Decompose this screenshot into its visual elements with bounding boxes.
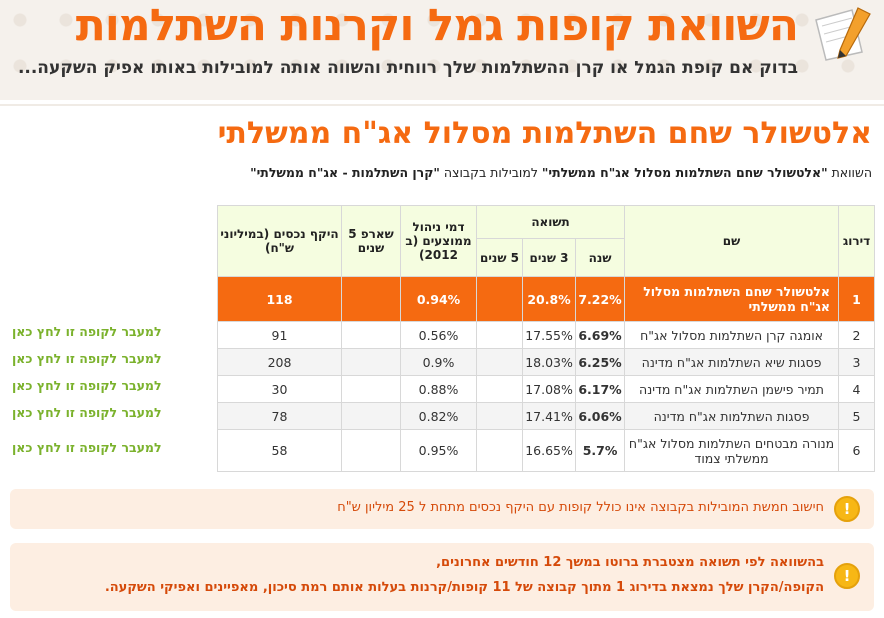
- sharpe-cell: [341, 348, 401, 376]
- fund-name-cell: פסגות השתלמות אג"ח מדינה: [624, 402, 840, 430]
- rank-cell: 5: [838, 402, 876, 430]
- header-name: שם: [624, 205, 840, 277]
- fees-cell: 0.95%: [400, 429, 477, 472]
- fund-name-cell: אלטשולר שחם השתלמות מסלול אג"ח ממשלתי: [624, 276, 840, 322]
- sharpe-cell: [341, 429, 401, 472]
- year-return-cell: 7.22%: [575, 276, 626, 322]
- header-year: שנה: [575, 238, 626, 277]
- assets-cell: 30: [217, 375, 342, 403]
- sharpe-cell: [341, 402, 401, 430]
- page-subtitle: בדוק אם קופת הגמל או קרן ההשתלמות שלך רו…: [17, 58, 798, 78]
- notice-box-asset-threshold: ! חישוב חמשת המובילות בקבוצה אינו כולל ק…: [10, 489, 874, 529]
- sharpe-cell: [341, 375, 401, 403]
- assets-cell: 91: [217, 321, 342, 349]
- three-year-return-cell: 18.03%: [522, 348, 577, 376]
- five-year-return-cell: [475, 276, 524, 322]
- year-return-cell: 6.06%: [575, 402, 626, 430]
- assets-cell: 118: [217, 276, 342, 322]
- table-row: 4 תמיר פישמן השתלמות אג"ח מדינה 6.17% 17…: [217, 375, 876, 403]
- notebook-pencil-icon: [815, 7, 871, 61]
- fund-name-cell: תמיר פישמן השתלמות אג"ח מדינה: [624, 375, 840, 403]
- fees-cell: 0.88%: [400, 375, 477, 403]
- rank-cell: 1: [838, 276, 876, 322]
- fees-cell: 0.82%: [400, 402, 477, 430]
- fees-cell: 0.56%: [400, 321, 477, 349]
- three-year-return-cell: 17.55%: [522, 321, 577, 349]
- fund-link-6[interactable]: למעבר לקופה זו לחץ כאן: [12, 440, 162, 455]
- notice-line-1: בהשוואה לפי תשואה מצטברת ברוטו במשך 12 ח…: [436, 555, 824, 570]
- fund-link-4[interactable]: למעבר לקופה זו לחץ כאן: [12, 378, 162, 393]
- compare-middle: למובילות בקבוצה: [439, 165, 542, 180]
- five-year-return-cell: [475, 429, 524, 472]
- assets-cell: 78: [217, 402, 342, 430]
- year-return-cell: 5.7%: [575, 429, 626, 472]
- header-divider: [0, 104, 884, 106]
- comparison-table: דירוג שם תשואה דמי ניהול ממוצעים (ב 2012…: [217, 205, 876, 472]
- fund-title: אלטשולר שחם השתלמות מסלול אג"ח ממשלתי: [217, 116, 872, 151]
- five-year-return-cell: [475, 348, 524, 376]
- header-5-years: 5 שנים: [475, 238, 524, 277]
- three-year-return-cell: 20.8%: [522, 276, 577, 322]
- header-sharpe: שארפ 5 שנים: [341, 205, 401, 277]
- header-rank: דירוג: [838, 205, 876, 277]
- fees-cell: 0.94%: [400, 276, 477, 322]
- notice-line-2-text: הקופה/הקרן שלך נמצאת בדירוג 1 מתוך קבוצה…: [104, 580, 824, 595]
- rank-cell: 3: [838, 348, 876, 376]
- header-3-years: 3 שנים: [522, 238, 577, 277]
- exclamation-icon: !: [834, 563, 860, 589]
- five-year-return-cell: [475, 375, 524, 403]
- notice-box-ranking: ! בהשוואה לפי תשואה מצטברת ברוטו במשך 12…: [10, 543, 874, 611]
- year-return-cell: 6.69%: [575, 321, 626, 349]
- fund-link-5[interactable]: למעבר לקופה זו לחץ כאן: [12, 405, 162, 420]
- table-row-highlighted: 1 אלטשולר שחם השתלמות מסלול אג"ח ממשלתי …: [217, 276, 876, 322]
- three-year-return-cell: 16.65%: [522, 429, 577, 472]
- comparison-description: השוואת "אלטשולר שחם השתלמות מסלול אג"ח מ…: [250, 165, 872, 180]
- fund-link-2[interactable]: למעבר לקופה זו לחץ כאן: [12, 324, 162, 339]
- five-year-return-cell: [475, 402, 524, 430]
- year-return-cell: 6.17%: [575, 375, 626, 403]
- rank-cell: 2: [838, 321, 876, 349]
- rank-cell: 6: [838, 429, 876, 472]
- notice-text: חישוב חמשת המובילות בקבוצה אינו כולל קופ…: [337, 500, 824, 515]
- fund-name-cell: אומגה קרן השתלמות מסלול אג"ח: [624, 321, 840, 349]
- fees-cell: 0.9%: [400, 348, 477, 376]
- header-return: תשואה: [475, 205, 626, 239]
- table-row: 2 אומגה קרן השתלמות מסלול אג"ח 6.69% 17.…: [217, 321, 876, 349]
- table-row: 5 פסגות השתלמות אג"ח מדינה 6.06% 17.41% …: [217, 402, 876, 430]
- sharpe-cell: [341, 321, 401, 349]
- year-return-cell: 6.25%: [575, 348, 626, 376]
- compare-fund-name: "אלטשולר שחם השתלמות מסלול אג"ח ממשלתי": [541, 165, 828, 180]
- compare-group-name: "קרן השתלמות - אג"ח ממשלתי": [250, 165, 440, 180]
- sharpe-cell: [341, 276, 401, 322]
- page-title: השוואת קופות גמל וקרנות השתלמות: [75, 0, 799, 51]
- table-row: 3 פסגות שיא השתלמות אג"ח מדינה 6.25% 18.…: [217, 348, 876, 376]
- exclamation-icon: !: [834, 496, 860, 522]
- table-row: 6 מנורה מבטחים השתלמות מסלול אג"ח ממשלתי…: [217, 429, 876, 472]
- notice-line-1-text: בהשוואה לפי תשואה מצטברת ברוטו במשך 12 ח…: [436, 555, 824, 570]
- fund-link-3[interactable]: למעבר לקופה זו לחץ כאן: [12, 351, 162, 366]
- rank-cell: 4: [838, 375, 876, 403]
- three-year-return-cell: 17.08%: [522, 375, 577, 403]
- notice-line-2: הקופה/הקרן שלך נמצאת בדירוג 1 מתוך קבוצה…: [105, 580, 824, 595]
- header-fees: דמי ניהול ממוצעים (ב 2012): [400, 205, 477, 277]
- three-year-return-cell: 17.41%: [522, 402, 577, 430]
- assets-cell: 208: [217, 348, 342, 376]
- compare-prefix: השוואת: [827, 165, 872, 180]
- five-year-return-cell: [475, 321, 524, 349]
- assets-cell: 58: [217, 429, 342, 472]
- fund-name-cell: פסגות שיא השתלמות אג"ח מדינה: [624, 348, 840, 376]
- fund-name-cell: מנורה מבטחים השתלמות מסלול אג"ח ממשלתי צ…: [624, 429, 840, 472]
- page-header: השוואת קופות גמל וקרנות השתלמות בדוק אם …: [0, 0, 884, 100]
- header-assets: היקף נכסים (במיליוני ש"ח): [217, 205, 342, 277]
